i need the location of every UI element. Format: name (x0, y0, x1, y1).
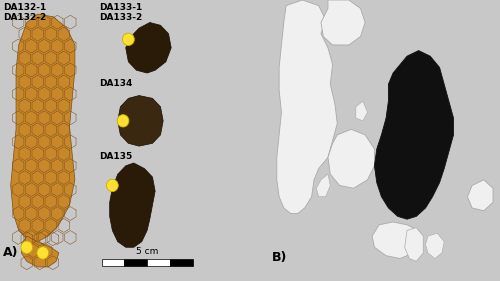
Circle shape (21, 241, 32, 253)
Text: DA133-1
DA133-2: DA133-1 DA133-2 (99, 3, 142, 22)
Circle shape (37, 247, 48, 259)
Polygon shape (468, 180, 493, 211)
Text: DA134: DA134 (99, 79, 132, 88)
Circle shape (117, 115, 129, 127)
Polygon shape (22, 236, 59, 267)
Polygon shape (404, 228, 423, 261)
Polygon shape (277, 0, 337, 214)
Circle shape (106, 179, 118, 192)
Text: DA132-1
DA132-2: DA132-1 DA132-2 (2, 3, 46, 22)
Bar (102, 259, 124, 266)
Polygon shape (118, 96, 163, 146)
Circle shape (122, 33, 134, 46)
Polygon shape (328, 129, 374, 188)
Polygon shape (374, 51, 454, 219)
Text: B): B) (272, 251, 287, 264)
Polygon shape (372, 222, 421, 259)
Text: DA135: DA135 (99, 152, 132, 161)
Bar (170, 259, 192, 266)
Polygon shape (110, 163, 155, 247)
Bar (147, 259, 170, 266)
Polygon shape (10, 14, 75, 242)
Polygon shape (356, 101, 368, 121)
Text: A): A) (2, 246, 18, 259)
Text: 5 cm: 5 cm (136, 247, 158, 256)
Polygon shape (126, 22, 171, 73)
Polygon shape (426, 233, 444, 259)
Polygon shape (321, 0, 365, 45)
Bar (124, 259, 147, 266)
Polygon shape (316, 174, 330, 197)
